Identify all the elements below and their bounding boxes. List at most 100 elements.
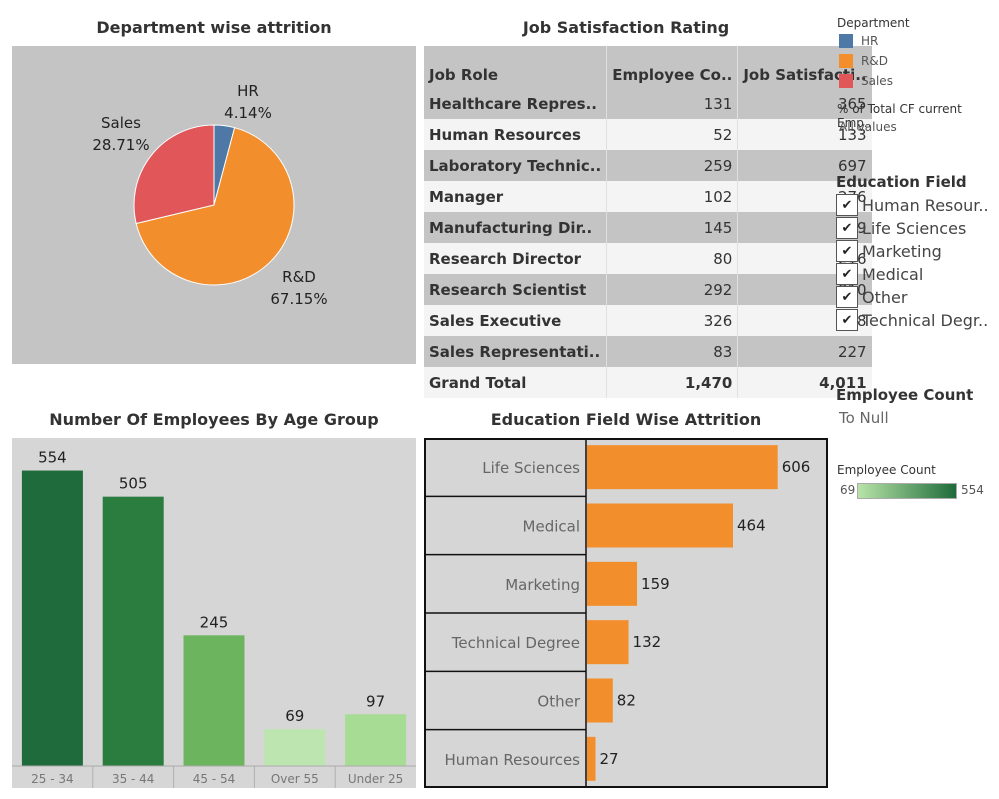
cell-employee-count: 102: [606, 181, 738, 212]
pie-label-name: HR: [237, 82, 259, 100]
education-bar[interactable]: [587, 561, 638, 606]
education-bar[interactable]: [587, 678, 613, 723]
legend-swatch: [839, 74, 853, 88]
table-row[interactable]: Manufacturing Dir..145389: [424, 212, 872, 243]
education-filter-option[interactable]: ✔ Marketing: [836, 240, 942, 262]
table-row[interactable]: Research Director80216: [424, 243, 872, 274]
cell-job-role: Human Resources: [429, 125, 581, 144]
pie-label-value: 4.14%: [224, 104, 272, 122]
education-category-label: Human Resources: [445, 751, 581, 769]
education-bar-value-label: 464: [737, 517, 766, 535]
gradient-legend-min: 69: [840, 483, 856, 497]
pie-chart-panel: HR 4.14% R&D 67.15% Sales 28.71%: [12, 46, 416, 364]
cell-job-role: Research Scientist: [429, 280, 587, 299]
legend-swatch: [839, 54, 853, 68]
legend-swatch: [839, 34, 853, 48]
education-filter-label: Life Sciences: [862, 218, 967, 238]
age-axis-tick-label: 45 - 54: [193, 772, 236, 786]
table-title: Job Satisfaction Rating: [522, 18, 730, 37]
checkbox-checked-icon[interactable]: ✔: [836, 309, 858, 331]
checkbox-checked-icon[interactable]: ✔: [836, 217, 858, 239]
education-bar-value-label: 27: [599, 750, 618, 768]
cell-job-satisfaction: 365: [737, 88, 872, 119]
education-filter-option[interactable]: ✔ Medical: [836, 263, 923, 285]
education-filter-option[interactable]: ✔ Life Sciences: [836, 217, 966, 239]
gradient-legend-max: 554: [961, 483, 984, 497]
pie-slice-rd[interactable]: [135, 127, 295, 286]
pct-legend-value: All values: [839, 120, 897, 134]
legend-label: Sales: [861, 74, 893, 88]
table-row[interactable]: Human Resources 52 133: [424, 119, 872, 150]
education-filter-label: Human Resour..: [862, 195, 989, 215]
education-chart-panel: Life Sciences 606 Medical 464 Marketing 159 Te…: [424, 438, 828, 788]
cell-employee-count: 80: [606, 243, 738, 274]
checkbox-checked-icon[interactable]: ✔: [836, 286, 858, 308]
gradient-legend-bar: [857, 483, 957, 499]
age-bar[interactable]: [345, 714, 407, 766]
table-row[interactable]: Manager102276: [424, 181, 872, 212]
education-bar[interactable]: [587, 620, 629, 665]
education-filter-option[interactable]: ✔ Technical Degr..: [836, 309, 988, 331]
pct-legend-title: % of Total CF current Emp..: [837, 102, 962, 130]
education-filter-option[interactable]: ✔ Human Resour..: [836, 194, 989, 216]
education-category-label: Life Sciences: [482, 459, 580, 477]
department-legend-item[interactable]: Sales: [839, 74, 893, 88]
age-bar[interactable]: [21, 470, 83, 766]
checkbox-checked-icon[interactable]: ✔: [836, 240, 858, 262]
table-row[interactable]: Laboratory Technic.. 259 697: [424, 150, 872, 181]
pie-chart: HR 4.14% R&D 67.15% Sales 28.71%: [92, 82, 327, 308]
age-axis-tick-label: 35 - 44: [112, 772, 155, 786]
department-legend-item[interactable]: R&D: [839, 54, 888, 68]
cell-job-role: Sales Representati..: [429, 342, 601, 361]
education-category-label: Marketing: [505, 576, 580, 594]
department-legend-item[interactable]: HR: [839, 34, 878, 48]
age-bar[interactable]: [102, 496, 164, 766]
education-bar-value-label: 159: [641, 575, 670, 593]
cell-employee-count: 131: [606, 88, 738, 119]
education-category-label: Medical: [523, 518, 580, 536]
employee-count-filter-title: Employee Count: [836, 386, 974, 404]
table-total-row: Grand Total 1,470 4,011: [424, 367, 872, 398]
checkbox-checked-icon[interactable]: ✔: [836, 194, 858, 216]
pie-label-name: R&D: [282, 268, 316, 286]
cell-job-role: Research Director: [429, 249, 582, 268]
cell-employee-count: 326: [606, 305, 738, 336]
age-axis-tick-label: Over 55: [271, 772, 319, 786]
education-filter-option[interactable]: ✔ Other: [836, 286, 907, 308]
table-row[interactable]: Sales Representati.. 83 227: [424, 336, 872, 367]
table-row[interactable]: Research Scientist292810: [424, 274, 872, 305]
education-bar[interactable]: [587, 503, 734, 548]
header-employee-count[interactable]: Employee Co..: [606, 46, 738, 88]
cell-job-role: Sales Executive: [429, 311, 562, 330]
checkbox-checked-icon[interactable]: ✔: [836, 263, 858, 285]
cell-job-satisfaction: 697: [737, 150, 872, 181]
age-bar-value-label: 505: [119, 475, 148, 493]
pie-slice-sales[interactable]: [133, 124, 215, 225]
age-bar[interactable]: [183, 635, 245, 766]
education-category-label: Technical Degree: [451, 634, 580, 652]
education-bar[interactable]: [587, 736, 596, 781]
cell-employee-count: 83: [606, 336, 738, 367]
age-axis-tick-label: 25 - 34: [31, 772, 74, 786]
cell-job-role: Healthcare Repres..: [429, 94, 598, 113]
education-bar[interactable]: [587, 445, 778, 490]
age-bar-chart: 554 25 - 34 505 35 - 44 245 45 - 54 69 Over 55 9…: [12, 449, 416, 788]
age-bar-value-label: 245: [200, 613, 229, 631]
cell-employee-count: 52: [606, 119, 738, 150]
cell-job-role: Laboratory Technic..: [429, 156, 602, 175]
table-row[interactable]: Sales Executive326898: [424, 305, 872, 336]
gradient-legend-title: Employee Count: [837, 463, 936, 477]
education-bar-value-label: 606: [782, 458, 811, 476]
employee-count-filter-value[interactable]: To Null: [839, 409, 889, 427]
pie-label-value: 28.71%: [92, 136, 149, 154]
education-bar-value-label: 132: [633, 633, 662, 651]
table-row[interactable]: Healthcare Repres.. 131 365: [424, 88, 872, 119]
education-bar-chart: Life Sciences 606 Medical 464 Marketing 159 Te…: [424, 438, 828, 788]
cell-employee-count: 145: [606, 212, 738, 243]
education-filter-label: Medical: [862, 264, 924, 284]
cell-employee-count: 259: [606, 150, 738, 181]
cell-job-satisfaction: 133: [737, 119, 872, 150]
age-chart-title: Number Of Employees By Age Group: [49, 410, 379, 429]
age-bar[interactable]: [264, 729, 326, 766]
header-job-role[interactable]: Job Role: [429, 66, 499, 84]
